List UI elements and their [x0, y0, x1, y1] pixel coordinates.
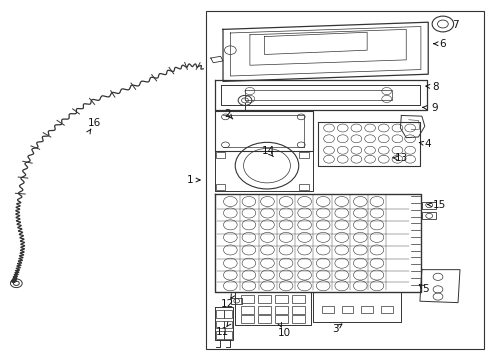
Text: 8: 8	[432, 82, 439, 92]
Text: 16: 16	[88, 118, 101, 128]
Bar	[216, 184, 225, 190]
Bar	[322, 306, 334, 313]
Bar	[224, 320, 232, 328]
Text: 15: 15	[433, 200, 446, 210]
Text: 12: 12	[221, 299, 234, 309]
Text: 7: 7	[452, 20, 459, 30]
Bar	[241, 306, 254, 314]
Text: 10: 10	[277, 328, 291, 338]
Bar	[258, 306, 271, 314]
Bar	[224, 330, 232, 338]
Bar	[275, 306, 288, 314]
Bar	[206, 12, 485, 348]
Text: 13: 13	[395, 153, 408, 163]
Bar	[293, 306, 305, 314]
Bar	[216, 152, 225, 158]
Bar	[293, 315, 305, 323]
Bar	[258, 295, 271, 303]
Text: 2: 2	[224, 109, 231, 119]
Text: 11: 11	[216, 327, 229, 337]
Bar	[216, 320, 223, 328]
Text: 5: 5	[422, 284, 429, 294]
Bar	[231, 298, 242, 304]
Text: 3: 3	[332, 324, 339, 334]
Bar	[422, 202, 436, 209]
Bar	[216, 310, 223, 318]
Bar	[275, 315, 288, 323]
Bar	[216, 330, 223, 338]
Text: 4: 4	[425, 139, 432, 149]
Bar	[224, 310, 232, 318]
Text: 1: 1	[187, 175, 194, 185]
Bar	[275, 295, 288, 303]
Bar	[258, 315, 271, 323]
Bar	[381, 306, 392, 313]
Bar	[361, 306, 373, 313]
Bar	[241, 295, 254, 303]
Bar	[342, 306, 353, 313]
Bar	[293, 295, 305, 303]
Bar	[241, 315, 254, 323]
Bar	[299, 152, 309, 158]
Bar	[299, 184, 309, 190]
Bar	[422, 212, 436, 220]
Text: 6: 6	[440, 39, 446, 49]
Text: 14: 14	[262, 146, 275, 156]
Text: 9: 9	[431, 103, 438, 113]
